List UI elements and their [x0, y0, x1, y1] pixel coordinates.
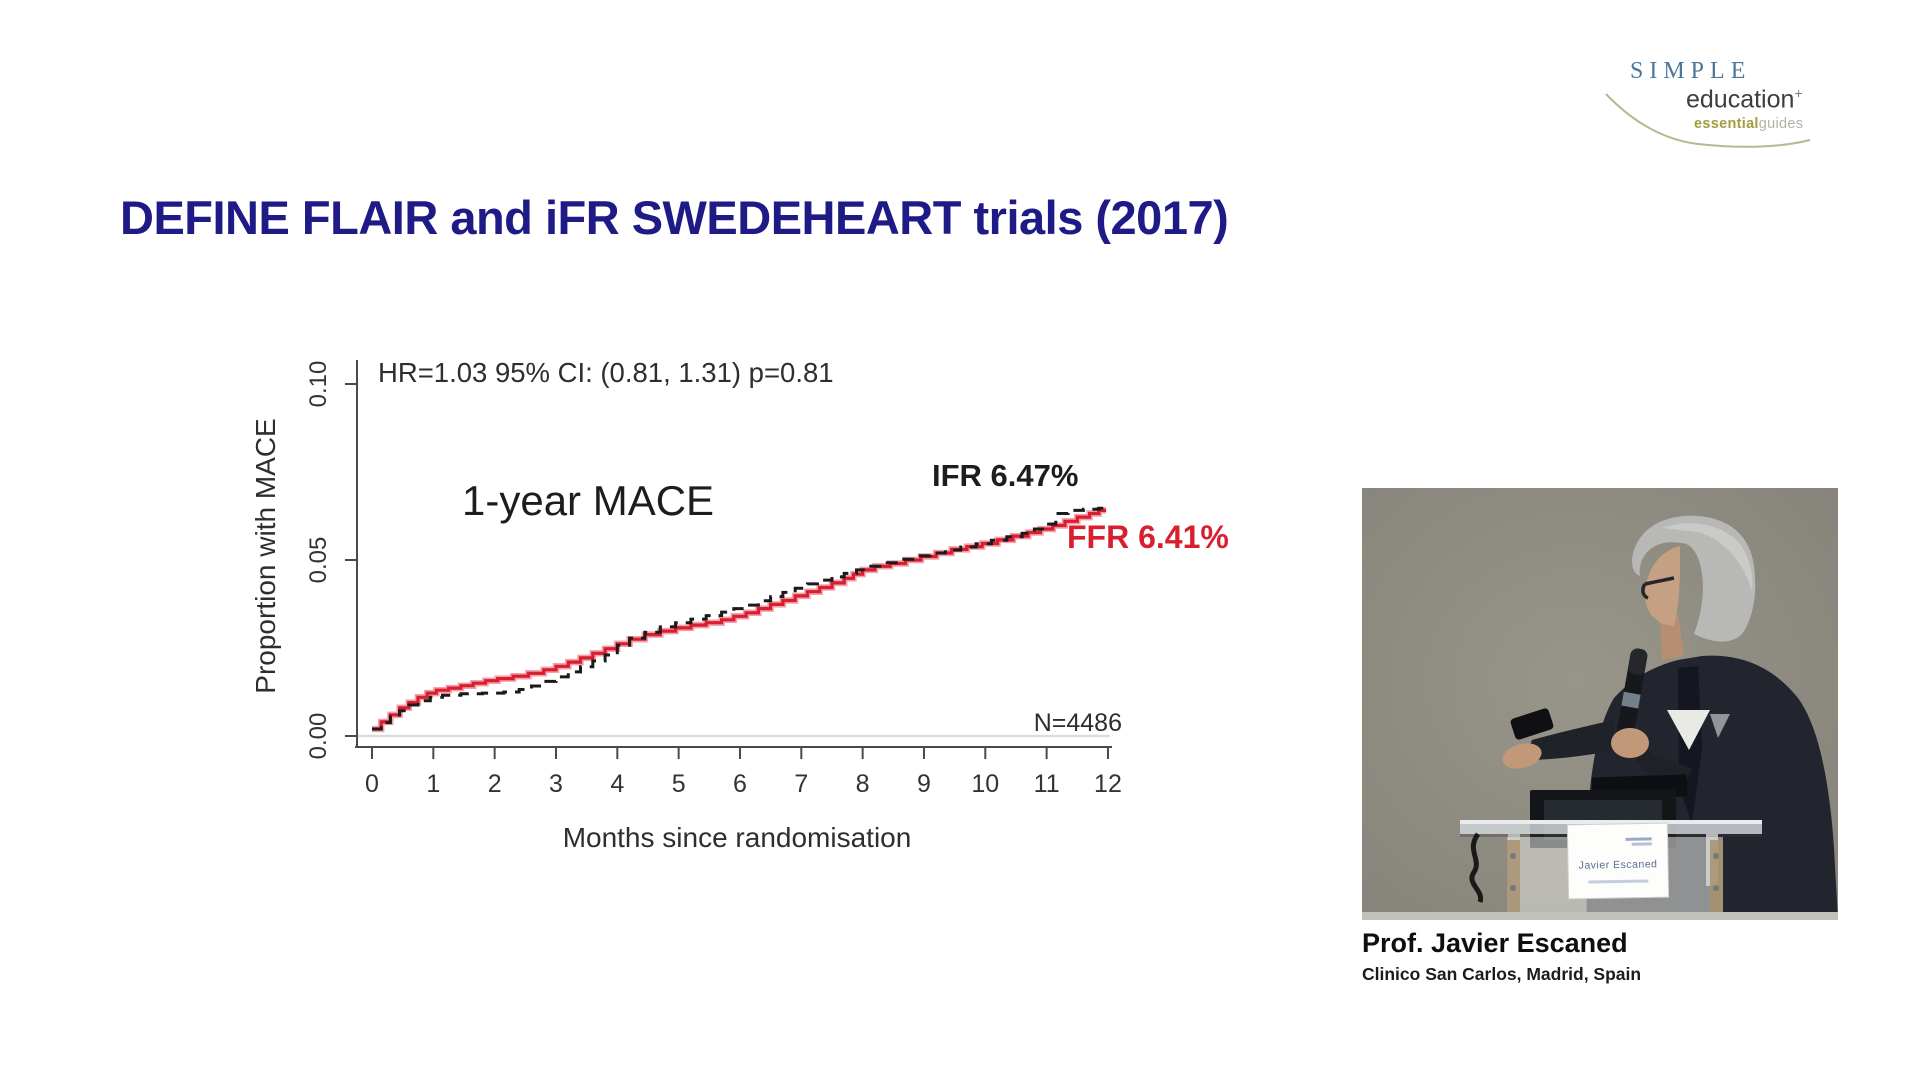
- svg-text:7: 7: [794, 770, 808, 798]
- svg-text:3: 3: [549, 770, 563, 798]
- speaker-photo: Javier Escaned: [1362, 488, 1838, 920]
- one-year-mace-annotation: 1-year MACE: [462, 477, 714, 524]
- svg-text:11: 11: [1034, 770, 1060, 798]
- photo-floor-strip: [1362, 912, 1838, 920]
- x-axis-ticks: 0 1 2 3 4 5 6 7 8 9 10 11 12: [365, 747, 1122, 798]
- svg-text:0.05: 0.05: [305, 537, 332, 584]
- speaker-photo-canvas: Javier Escaned: [1362, 488, 1838, 920]
- mace-survival-chart: 0.00 0.05 0.10 0 1 2 3 4 5 6 7 8 9 10 11 12 HR=1.03 95…: [250, 330, 1290, 860]
- speaker-hair: [1632, 515, 1756, 642]
- glasses-icon: [1641, 576, 1675, 600]
- svg-text:9: 9: [917, 770, 931, 798]
- lectern-name-card: Javier Escaned: [1566, 822, 1670, 900]
- svg-text:12: 12: [1094, 770, 1122, 798]
- svg-text:8: 8: [856, 770, 870, 798]
- logo-plus-icon: +: [1794, 85, 1803, 101]
- svg-text:2: 2: [488, 770, 502, 798]
- svg-text:5: 5: [672, 770, 686, 798]
- speaker-face: [1644, 546, 1680, 626]
- slide-title: DEFINE FLAIR and iFR SWEDEHEART trials (…: [120, 191, 1229, 244]
- speaker-neck: [1660, 614, 1684, 660]
- speaker-name: Prof. Javier Escaned: [1362, 928, 1628, 958]
- lectern: Javier Escaned: [1460, 820, 1762, 920]
- survival-curves: [372, 506, 1107, 733]
- speaker-affiliation: Clinico San Carlos, Madrid, Spain: [1362, 964, 1642, 984]
- ffr-curve-label: FFR 6.41%: [1067, 519, 1229, 555]
- speaker-hand: [1502, 743, 1542, 769]
- n-annotation: N=4486: [1034, 709, 1122, 737]
- pocket-square: [1667, 710, 1710, 750]
- svg-text:0.00: 0.00: [305, 713, 332, 760]
- speaker-hair-highlight: [1662, 523, 1753, 592]
- svg-text:10: 10: [971, 770, 999, 798]
- cable: [1469, 832, 1484, 903]
- svg-text:0: 0: [365, 770, 379, 798]
- y-axis-title: Proportion with MACE: [250, 418, 281, 693]
- microphone-icon: [1615, 648, 1648, 748]
- presenter-clicker: [1510, 708, 1554, 740]
- x-axis-title: Months since randomisation: [563, 822, 912, 853]
- stats-annotation: HR=1.03 95% CI: (0.81, 1.31) p=0.81: [378, 357, 834, 388]
- chart-canvas: 0.000.050.10 0 1 2 3 4 5 6 7 8 9 10 11 12 HR=1.03 95…: [250, 357, 1229, 853]
- svg-text:4: 4: [610, 770, 624, 798]
- speaker-arm: [1524, 720, 1614, 760]
- logo-education-text: education+: [1686, 85, 1803, 114]
- logo-swoosh-icon: [1605, 93, 1811, 148]
- logo-essentialguides-text: essentialguides: [1694, 116, 1804, 132]
- svg-text:0.10: 0.10: [305, 361, 332, 408]
- ifr-curve-label: IFR 6.47%: [932, 458, 1078, 493]
- speaker-caption: Prof. Javier Escaned Clinico San Carlos,…: [1362, 928, 1882, 985]
- simple-education-logo: SIMPLE education+ essentialguides: [1598, 54, 1868, 162]
- logo-simple-text: SIMPLE: [1630, 58, 1752, 84]
- svg-text:1: 1: [426, 770, 440, 798]
- speaker-mic-hand: [1611, 728, 1649, 758]
- name-card-text: Javier Escaned: [1579, 858, 1658, 871]
- svg-text:6: 6: [733, 770, 747, 798]
- y-axis-ticks: 0.00 0.05 0.10: [305, 361, 357, 760]
- pocket-square-shadow: [1710, 714, 1730, 738]
